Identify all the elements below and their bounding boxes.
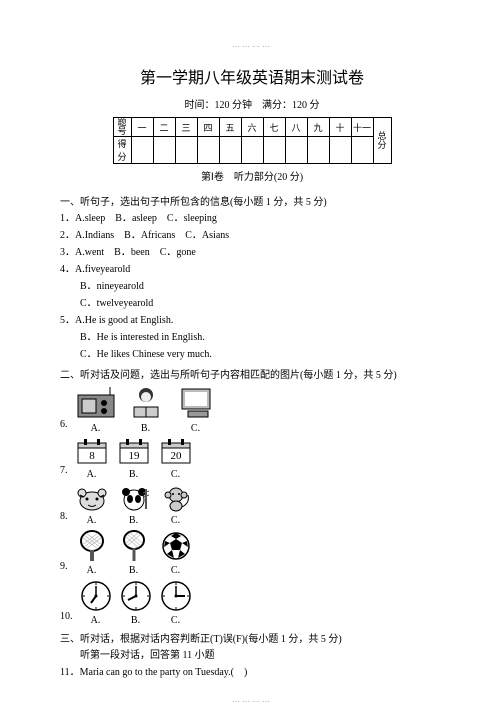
row-label2: 得分	[113, 137, 131, 164]
clock-8-icon	[119, 579, 153, 613]
tennis-racket-icon	[74, 529, 110, 563]
clock-7-icon	[79, 579, 113, 613]
svg-text:19: 19	[128, 450, 140, 462]
total-label: 总分	[373, 118, 391, 164]
calendar-8-icon: 8	[74, 437, 110, 467]
page-title: 第一学期八年级英语期末测试卷	[60, 64, 444, 88]
row-label: 题号	[113, 118, 131, 137]
svg-text:20: 20	[170, 450, 182, 462]
clock-3-icon	[159, 579, 193, 613]
section-1: 一、听句子，选出句子中所包含的信息(每小题 1 分，共 5 分)	[60, 193, 444, 208]
soccer-ball-icon	[158, 529, 194, 563]
row-10: 10. A. B. C.	[60, 579, 444, 626]
tiger-icon	[74, 483, 110, 513]
q2: 2．A.Indians B．Africans C．Asians	[60, 229, 444, 243]
part-label: 第Ⅰ卷 听力部分(20 分)	[60, 168, 444, 183]
score-table: 题号 一 二 三 四 五 六 七 八 九 十 十一 总分 得分	[113, 117, 392, 164]
row-8: 8. A. B. C.	[60, 483, 444, 526]
q11: 11．Maria can go to the party on Tuesday.…	[60, 666, 444, 680]
q4c: C．twelve­year­old	[80, 297, 444, 311]
q5: 5．A.He is good at English.	[60, 314, 444, 328]
svg-text:8: 8	[89, 450, 95, 462]
row-6: 6. A. B. C.	[60, 385, 444, 434]
row-9: 9. A. B. C.	[60, 529, 444, 576]
row-7: 7. 8A. 19B. 20C.	[60, 437, 444, 480]
monkey-icon	[158, 483, 194, 513]
subtitle: 时间：120 分钟 满分：120 分	[60, 96, 444, 111]
q5c: C．He likes Chinese very much.	[80, 348, 444, 362]
radio-icon	[74, 385, 118, 421]
calendar-20-icon: 20	[158, 437, 194, 467]
q4b: B．nine­year­old	[80, 280, 444, 294]
calendar-19-icon: 19	[116, 437, 152, 467]
panda-icon	[116, 483, 152, 513]
section-2: 二、听对话及问题，选出与所听句子内容相匹配的图片(每小题 1 分，共 5 分)	[60, 366, 444, 381]
q4: 4．A.five­year­old	[60, 263, 444, 277]
boy-reading-icon	[124, 385, 168, 421]
bottom-dots: …………	[60, 695, 444, 704]
computer-icon	[174, 385, 218, 421]
q3: 3．A.went B．been C．gone	[60, 246, 444, 260]
badminton-racket-icon	[116, 529, 152, 563]
q1: 1．A.sleep B．asleep C．sleeping	[60, 212, 444, 226]
q5b: B．He is interested in English.	[80, 331, 444, 345]
section-3-sub: 听第一段对话，回答第 11 小题	[80, 649, 444, 663]
section-3: 三、听对话，根据对话内容判断正(T)误(F)(每小题 1 分，共 5 分)	[60, 630, 444, 645]
top-dots: …………	[60, 40, 444, 49]
